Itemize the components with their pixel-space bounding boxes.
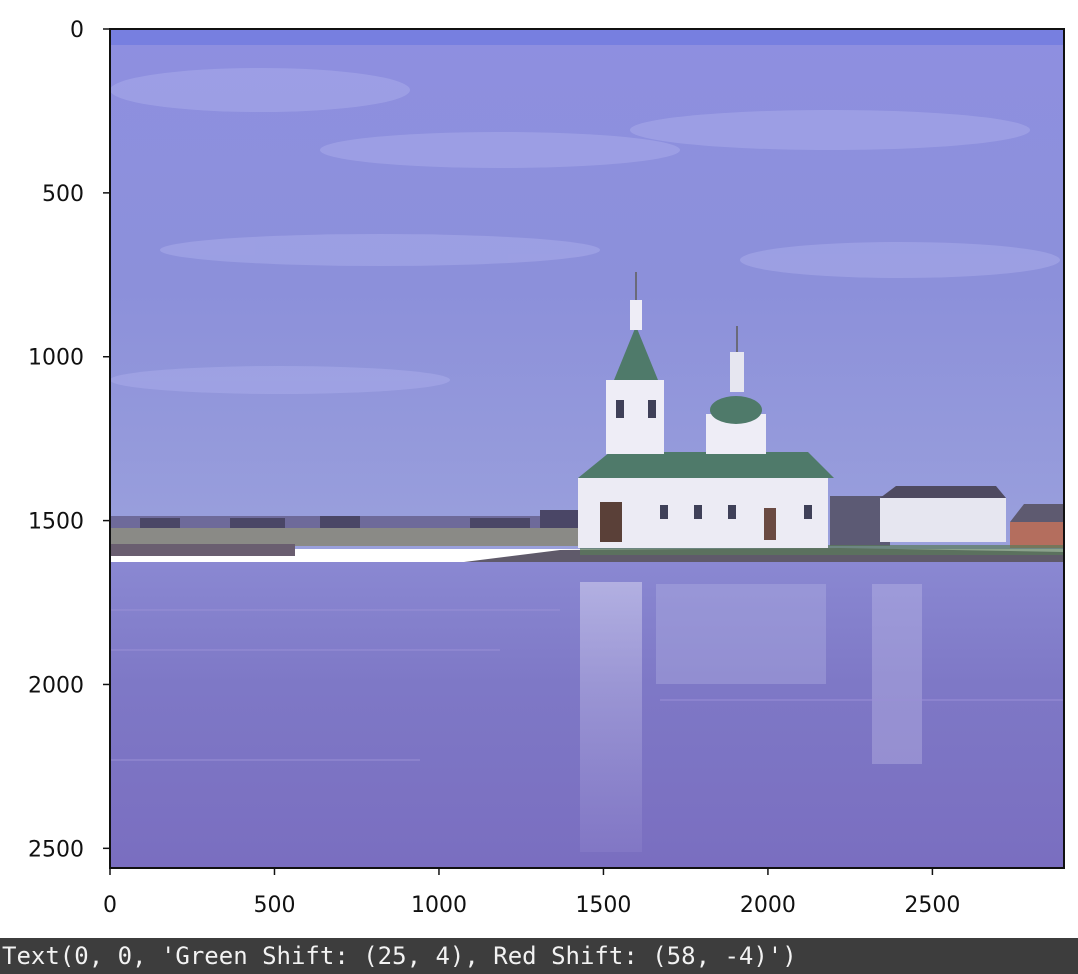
- photo-image: [110, 29, 1064, 868]
- x-tick-label: 1000: [411, 893, 467, 918]
- y-axis-ticks: 0 500 1000 1500 2000 2500: [28, 18, 110, 862]
- cell-output-text: Text(0, 0, 'Green Shift: (25, 4), Red Sh…: [0, 938, 1078, 974]
- x-tick-label: 1500: [575, 893, 631, 918]
- x-tick-label: 2500: [904, 893, 960, 918]
- y-tick-label: 1000: [28, 346, 84, 371]
- x-tick-label: 0: [103, 893, 117, 918]
- axes-frame: [109, 28, 1065, 869]
- y-tick-label: 1500: [28, 510, 84, 535]
- x-tick-label: 2000: [740, 893, 796, 918]
- y-tick-label: 2500: [28, 837, 84, 862]
- x-tick-label: 500: [253, 893, 295, 918]
- matplotlib-figure: 0 500 1000 1500 2000 2500 0 500 1000 1500 2000 250…: [28, 18, 1065, 918]
- x-axis-ticks: 0 500 1000 1500 2000 2500: [103, 868, 960, 918]
- y-tick-label: 2000: [28, 673, 84, 698]
- y-tick-label: 0: [70, 18, 84, 43]
- y-tick-label: 500: [42, 182, 84, 207]
